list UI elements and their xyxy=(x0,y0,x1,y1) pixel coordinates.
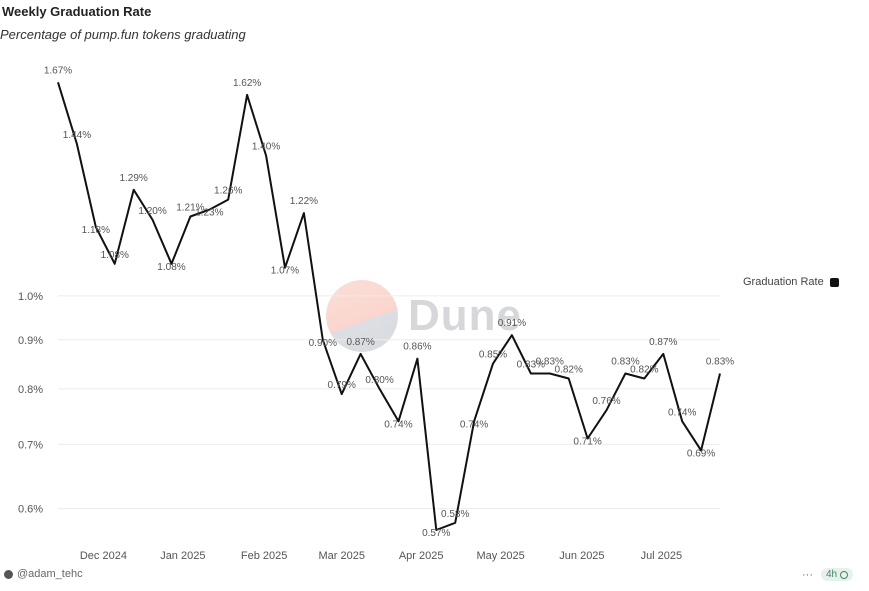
data-label: 0.76% xyxy=(592,396,620,407)
x-tick-label: Dec 2024 xyxy=(80,550,127,562)
data-label: 1.29% xyxy=(119,173,147,184)
data-label: 0.58% xyxy=(441,509,469,520)
data-label: 0.90% xyxy=(309,338,337,349)
data-point xyxy=(661,352,665,356)
series-line xyxy=(57,82,721,531)
data-label: 0.83% xyxy=(536,356,564,367)
y-tick-label: 0.9% xyxy=(18,335,43,347)
data-label: 1.18% xyxy=(82,225,110,236)
data-label: 0.74% xyxy=(460,419,488,430)
data-label: 0.83% xyxy=(706,356,734,367)
data-label: 1.21% xyxy=(176,202,204,213)
data-point xyxy=(75,142,79,146)
data-label: 1.62% xyxy=(233,78,261,89)
y-tick-label: 0.7% xyxy=(18,439,43,451)
data-label: 0.57% xyxy=(422,528,450,539)
legend-swatch xyxy=(829,277,839,287)
data-label: 0.79% xyxy=(328,380,356,391)
data-label: 0.82% xyxy=(630,365,658,376)
data-point xyxy=(245,93,249,97)
data-point xyxy=(718,371,722,375)
refresh-age-badge[interactable]: 4h xyxy=(821,568,854,581)
x-tick-label: Jan 2025 xyxy=(160,550,205,562)
data-label: 1.07% xyxy=(271,266,299,277)
chart-title: Weekly Graduation Rate xyxy=(2,4,152,19)
x-tick-label: Apr 2025 xyxy=(399,550,444,562)
data-label: 0.87% xyxy=(346,337,374,348)
data-point xyxy=(56,80,60,84)
data-point xyxy=(302,211,306,215)
data-label: 1.08% xyxy=(157,262,185,273)
data-point xyxy=(188,214,192,218)
data-label: 1.22% xyxy=(290,196,318,207)
data-label: 0.83% xyxy=(517,359,545,370)
age-label: 4h xyxy=(826,569,838,580)
data-point xyxy=(491,362,495,366)
x-tick-label: Jul 2025 xyxy=(641,550,683,562)
chart-subtitle: Percentage of pump.fun tokens graduating xyxy=(0,27,246,42)
author-handle: @adam_tehc xyxy=(17,568,83,580)
footer-author[interactable]: @adam_tehc xyxy=(4,568,83,580)
data-label: 0.80% xyxy=(365,375,393,386)
data-point xyxy=(510,333,514,337)
data-point xyxy=(226,198,230,202)
y-tick-label: 0.8% xyxy=(18,384,43,396)
data-label: 0.85% xyxy=(479,350,507,361)
data-label: 0.71% xyxy=(573,437,601,448)
more-options-button[interactable]: ··· xyxy=(802,568,813,581)
data-label: 0.83% xyxy=(611,356,639,367)
data-point xyxy=(378,387,382,391)
data-label: 1.40% xyxy=(252,142,280,153)
data-label: 1.08% xyxy=(101,250,129,261)
legend[interactable]: Graduation Rate xyxy=(743,276,839,288)
data-point xyxy=(529,371,533,375)
data-point xyxy=(605,408,609,412)
data-label: 0.91% xyxy=(498,318,526,329)
user-icon xyxy=(4,569,13,579)
data-label: 0.69% xyxy=(687,448,715,459)
data-label: 1.67% xyxy=(44,65,72,76)
x-tick-label: Mar 2025 xyxy=(318,550,364,562)
x-tick-label: Feb 2025 xyxy=(241,550,287,562)
data-point xyxy=(623,371,627,375)
y-tick-label: 1.0% xyxy=(18,291,43,303)
data-label: 1.23% xyxy=(195,208,223,219)
data-label: 0.86% xyxy=(403,342,431,353)
data-point xyxy=(132,188,136,192)
refresh-icon xyxy=(840,570,849,579)
data-label: 1.44% xyxy=(63,130,91,141)
data-label: 1.20% xyxy=(138,206,166,217)
data-label: 0.82% xyxy=(555,365,583,376)
data-label: 0.74% xyxy=(668,407,696,418)
y-tick-label: 0.6% xyxy=(18,504,43,516)
data-point xyxy=(415,357,419,361)
data-point xyxy=(359,352,363,356)
data-label: 0.74% xyxy=(384,419,412,430)
data-point xyxy=(340,392,344,396)
data-label: 1.26% xyxy=(214,186,242,197)
data-point xyxy=(567,377,571,381)
data-point xyxy=(680,419,684,423)
data-point xyxy=(113,262,117,266)
data-point xyxy=(151,218,155,222)
data-point xyxy=(642,377,646,381)
x-tick-label: May 2025 xyxy=(476,550,524,562)
data-label: 0.87% xyxy=(649,337,677,348)
data-point xyxy=(548,371,552,375)
data-point xyxy=(453,521,457,525)
data-point xyxy=(264,154,268,158)
legend-label: Graduation Rate xyxy=(743,276,824,288)
x-tick-label: Jun 2025 xyxy=(559,550,604,562)
watermark-text: Dune xyxy=(408,291,522,340)
footer-actions: ··· 4h xyxy=(802,568,854,581)
